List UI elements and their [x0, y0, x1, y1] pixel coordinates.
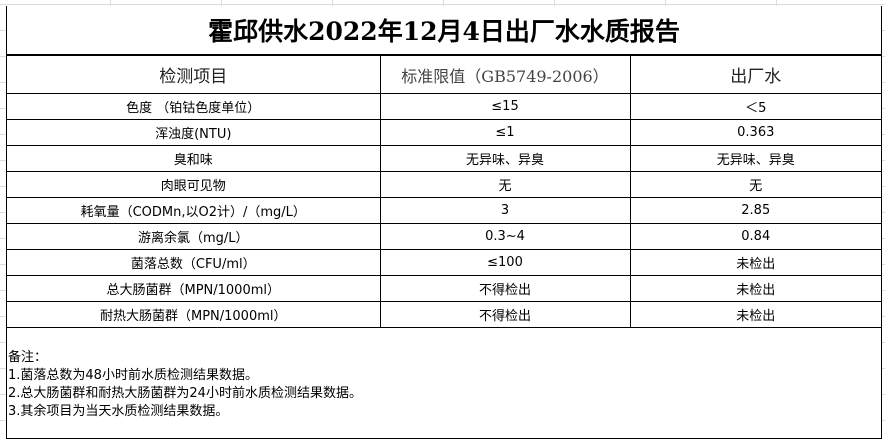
cell-outlet-value[interactable]: 无: [629, 171, 881, 198]
header-standard[interactable]: 标准限值（GB5749-2006）: [379, 55, 631, 94]
note-item: 2.总大肠菌群和耐热大肠菌群为24小时前水质检测结果数据。: [8, 386, 362, 401]
report-title: 霍邱供水2022年12月4日出厂水水质报告: [7, 6, 881, 55]
note-item: 1.菌落总数为48小时前水质检测结果数据。: [8, 368, 258, 383]
table-row: 色度 （铂钴色度单位） ≤15 ＜5: [7, 93, 881, 120]
cell-outlet-value[interactable]: ＜5: [629, 93, 881, 120]
cell-item[interactable]: 耐热大肠菌群（MPN/1000ml）: [7, 301, 381, 328]
table-row: 耐热大肠菌群（MPN/1000ml） 不得检出 未检出: [7, 301, 881, 328]
cell-standard[interactable]: 无异味、异臭: [379, 145, 631, 172]
table-row: 菌落总数（CFU/ml） ≤100 未检出: [7, 249, 881, 276]
cell-item[interactable]: 菌落总数（CFU/ml）: [7, 249, 381, 276]
table-row: 总大肠菌群（MPN/1000ml） 不得检出 未检出: [7, 275, 881, 302]
table-row: 肉眼可见物无无: [7, 171, 881, 198]
table-header-row: 检测项目 标准限值（GB5749-2006） 出厂水: [7, 55, 881, 94]
notes-heading: 备注：: [8, 350, 48, 365]
cell-item[interactable]: 臭和味: [7, 145, 381, 172]
cell-standard[interactable]: ≤100: [379, 249, 631, 276]
table-row: 臭和味 无异味、异臭 无异味、异臭: [7, 145, 881, 172]
cell-item[interactable]: 耗氧量（CODMn,以O2计）/（mg/L）: [7, 197, 381, 224]
water-quality-table: 检测项目 标准限值（GB5749-2006） 出厂水 色度 （铂钴色度单位） ≤1…: [7, 55, 881, 328]
cell-outlet-value[interactable]: 未检出: [629, 249, 881, 276]
report-sheet: 霍邱供水2022年12月4日出厂水水质报告 检测项目 标准限值（GB5749-2…: [6, 6, 882, 439]
cell-standard[interactable]: 不得检出: [379, 275, 631, 302]
cell-item[interactable]: 总大肠菌群（MPN/1000ml）: [7, 275, 381, 302]
header-outlet-water[interactable]: 出厂水: [629, 55, 881, 94]
header-item[interactable]: 检测项目: [7, 55, 381, 94]
cell-item[interactable]: 游离余氯（mg/L）: [7, 223, 381, 250]
cell-outlet-value[interactable]: 0.84: [629, 223, 881, 250]
cell-item[interactable]: 肉眼可见物: [7, 171, 381, 198]
cell-standard[interactable]: ≤1: [379, 119, 631, 146]
cell-item[interactable]: 浑浊度(NTU): [7, 119, 381, 146]
cell-standard[interactable]: 0.3~4: [379, 223, 631, 250]
table-row: 浑浊度(NTU) ≤1 0.363: [7, 119, 881, 146]
note-item: 3.其余项目为当天水质检测结果数据。: [8, 404, 229, 419]
cell-outlet-value[interactable]: 未检出: [629, 301, 881, 328]
table-row: 耗氧量（CODMn,以O2计）/（mg/L） 3 2.85: [7, 197, 881, 224]
cell-item[interactable]: 色度 （铂钴色度单位）: [7, 93, 381, 120]
cell-outlet-value[interactable]: 无异味、异臭: [629, 145, 881, 172]
cell-outlet-value[interactable]: 2.85: [629, 197, 881, 224]
table-row: 游离余氯（mg/L） 0.3~4 0.84: [7, 223, 881, 250]
cell-standard[interactable]: ≤15: [379, 93, 631, 120]
cell-standard[interactable]: 3: [379, 197, 631, 224]
notes[interactable]: 备注： 1.菌落总数为48小时前水质检测结果数据。 2.总大肠菌群和耐热大肠菌群…: [7, 328, 881, 421]
cell-standard[interactable]: 不得检出: [379, 301, 631, 328]
cell-standard[interactable]: 无: [379, 171, 631, 198]
cell-outlet-value[interactable]: 0.363: [629, 119, 881, 146]
cell-outlet-value[interactable]: 未检出: [629, 275, 881, 302]
